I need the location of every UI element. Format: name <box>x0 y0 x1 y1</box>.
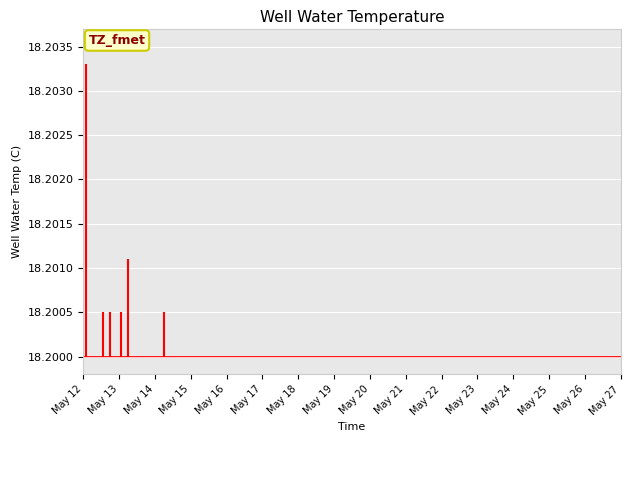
water_T <box>588 354 596 360</box>
Text: TZ_fmet: TZ_fmet <box>88 34 145 47</box>
water_T <box>185 354 193 360</box>
water_T <box>617 354 625 360</box>
water_T <box>342 354 350 360</box>
water_T <box>102 354 109 360</box>
X-axis label: Time: Time <box>339 422 365 432</box>
Legend: water_T: water_T <box>305 477 399 480</box>
Y-axis label: Well Water Temp (C): Well Water Temp (C) <box>12 145 22 258</box>
Title: Well Water Temperature: Well Water Temperature <box>260 10 444 25</box>
water_T <box>82 354 90 360</box>
water_T <box>79 354 87 360</box>
water_T <box>111 354 119 360</box>
